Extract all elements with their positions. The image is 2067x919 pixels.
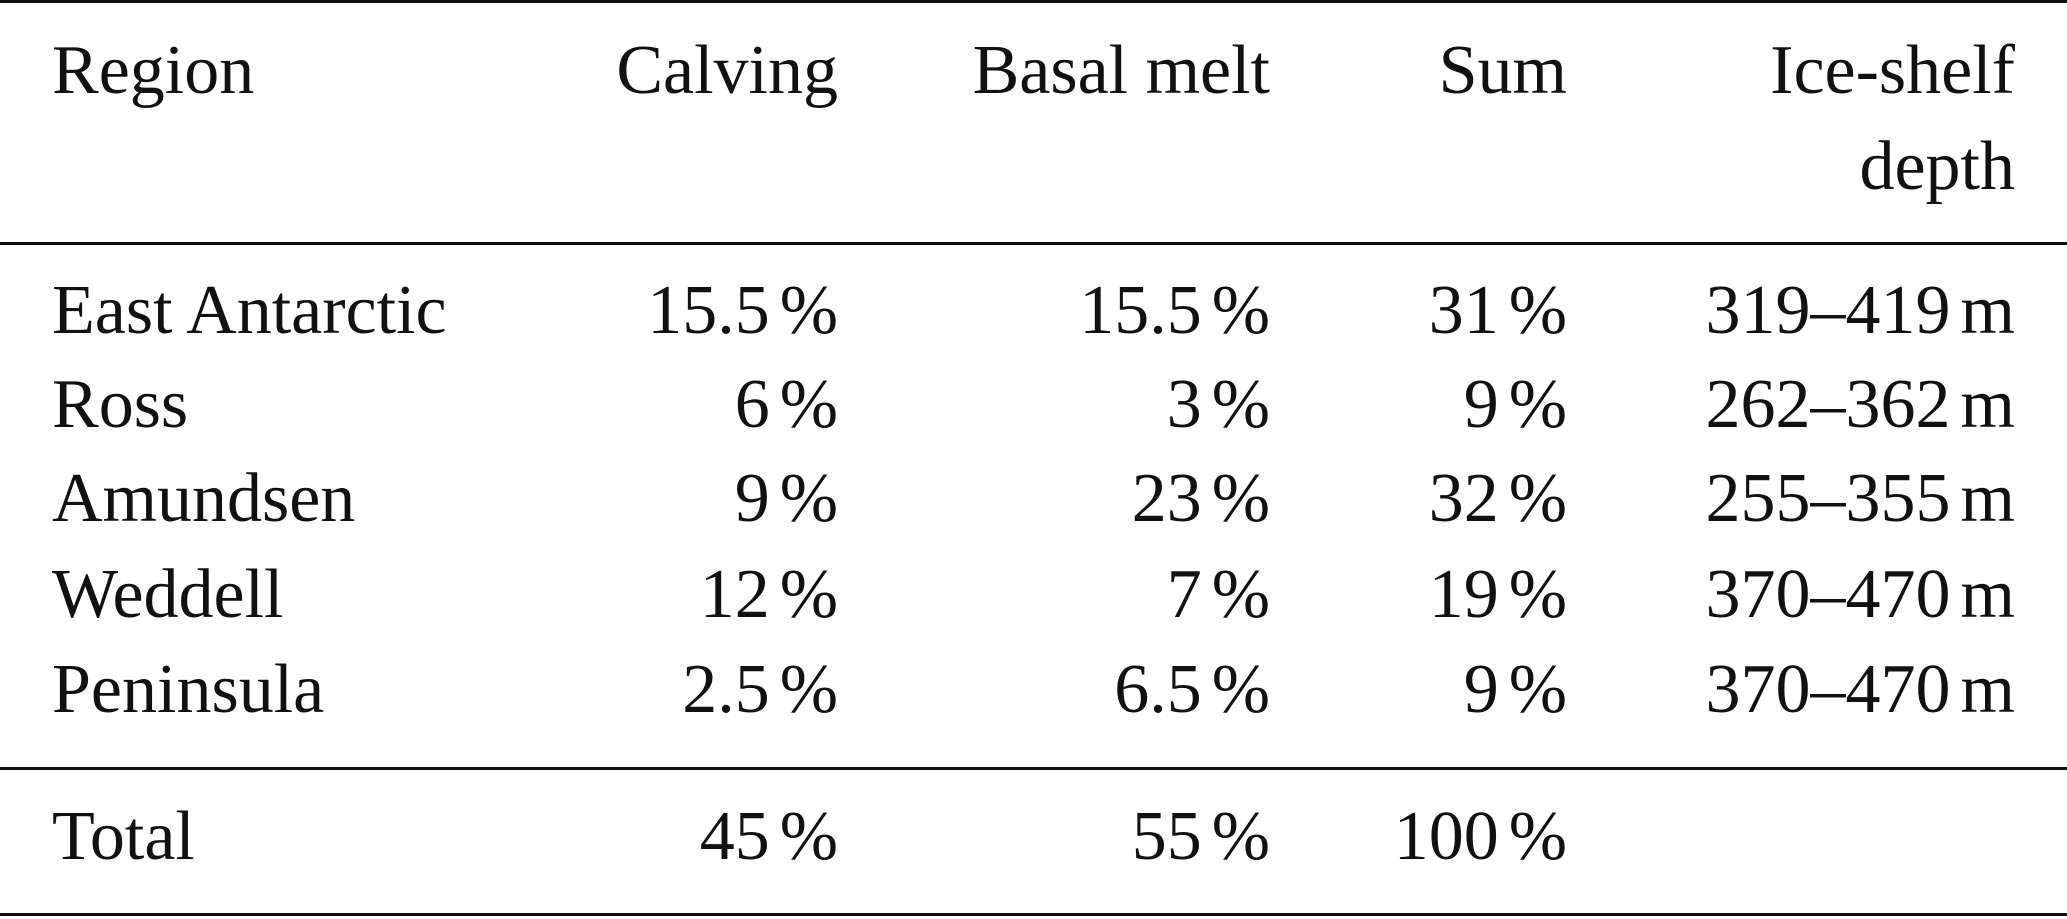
basal-melt-cell: 3% xyxy=(1166,366,1270,443)
table-row: East Antarctic 15.5% 15.5% 31% 319–419 m xyxy=(0,264,2067,358)
depth-cell: 370–470 m xyxy=(1705,556,2015,633)
header-sum: Sum xyxy=(1438,32,1567,109)
calving-cell: 15.5% xyxy=(647,272,838,349)
table-row: Ross 6% 3% 9% 262–362 m xyxy=(0,358,2067,452)
header-region: Region xyxy=(52,32,255,109)
table-bottom-rule xyxy=(0,913,2067,916)
sum-cell: 19% xyxy=(1428,556,1567,633)
region-cell: Weddell xyxy=(52,556,284,633)
sum-cell: 32% xyxy=(1428,460,1567,537)
basal-melt-cell: 7% xyxy=(1166,556,1270,633)
depth-cell: 370–470 m xyxy=(1705,651,2015,728)
total-row: Total 45% 55% 100% xyxy=(0,790,2067,884)
table-row: Weddell 12% 7% 19% 370–470 m xyxy=(0,548,2067,642)
header-calving: Calving xyxy=(616,32,838,109)
header-basal-melt: Basal melt xyxy=(972,32,1270,109)
basal-melt-cell: 23% xyxy=(1131,460,1270,537)
header-row-continued: depth xyxy=(0,120,2067,214)
basal-melt-cell: 6.5% xyxy=(1114,651,1270,728)
total-sum-cell: 100% xyxy=(1393,798,1567,875)
table-row: Amundsen 9% 23% 32% 255–355 m xyxy=(0,452,2067,546)
calving-cell: 9% xyxy=(734,460,838,537)
total-calving-cell: 45% xyxy=(699,798,838,875)
table-row: Peninsula 2.5% 6.5% 9% 370–470 m xyxy=(0,643,2067,737)
sum-cell: 31% xyxy=(1428,272,1567,349)
depth-cell: 262–362 m xyxy=(1705,366,2015,443)
header-row: Region Calving Basal melt Sum Ice-shelf xyxy=(0,24,2067,118)
region-cell: Peninsula xyxy=(52,651,325,728)
sum-cell: 9% xyxy=(1463,651,1567,728)
total-basal-melt-cell: 55% xyxy=(1131,798,1270,875)
calving-cell: 12% xyxy=(699,556,838,633)
basal-melt-cell: 15.5% xyxy=(1079,272,1270,349)
region-cell: Amundsen xyxy=(52,460,356,537)
header-rule xyxy=(0,242,2067,245)
total-rule xyxy=(0,767,2067,770)
table-top-rule xyxy=(0,0,2067,3)
region-cell: East Antarctic xyxy=(52,272,447,349)
sum-cell: 9% xyxy=(1463,366,1567,443)
calving-cell: 2.5% xyxy=(682,651,838,728)
depth-cell: 255–355 m xyxy=(1705,460,2015,537)
depth-cell: 319–419 m xyxy=(1705,272,2015,349)
header-ice-shelf-line2: depth xyxy=(1859,128,2015,205)
calving-cell: 6% xyxy=(734,366,838,443)
region-cell: Ross xyxy=(52,366,189,443)
total-label: Total xyxy=(52,798,195,875)
header-ice-shelf-line1: Ice-shelf xyxy=(1770,32,2015,109)
